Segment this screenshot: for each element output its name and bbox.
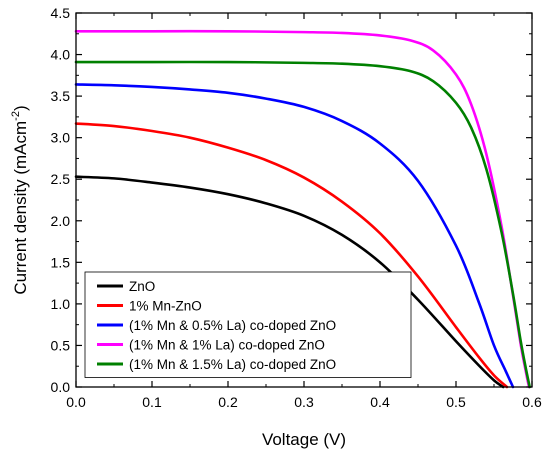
axis-tick-labels: 0.0 0.1 0.2 0.3 0.4 0.5 0.6 0.0 0.5 1.0 1.5 2.0 2.5 3… bbox=[51, 5, 542, 410]
series-layer bbox=[74, 29, 532, 389]
series-line-3 bbox=[74, 83, 515, 389]
y-tick-label: 3.0 bbox=[51, 130, 71, 146]
legend-label: (1% Mn & 1% La) co-doped ZnO bbox=[129, 338, 325, 353]
legend-items: ZnO 1% Mn-ZnO (1% Mn & 0.5% La) co-doped Z… bbox=[97, 279, 336, 372]
y-tick-label: 3.5 bbox=[51, 88, 71, 104]
legend-label: (1% Mn & 0.5% La) co-doped ZnO bbox=[129, 318, 336, 333]
axis-ticks bbox=[75, 12, 533, 388]
y-axis-title-superscript: -2 bbox=[10, 111, 22, 121]
x-tick-label: 0.4 bbox=[370, 394, 390, 410]
y-tick-label: 2.5 bbox=[51, 171, 71, 187]
legend-label: 1% Mn-ZnO bbox=[129, 299, 202, 314]
series-line-5 bbox=[74, 60, 532, 389]
x-tick-label: 0.1 bbox=[142, 394, 162, 410]
y-tick-label: 1.5 bbox=[51, 254, 71, 270]
series-line-2 bbox=[74, 122, 509, 389]
legend-box bbox=[84, 271, 412, 378]
x-axis-title: Voltage (V) bbox=[262, 430, 346, 449]
x-tick-label: 0.2 bbox=[218, 394, 238, 410]
series-line-1 bbox=[74, 175, 505, 389]
x-tick-label: 0.0 bbox=[66, 394, 86, 410]
y-tick-label: 0.0 bbox=[51, 379, 71, 395]
y-tick-label: 0.5 bbox=[51, 337, 71, 353]
y-axis-title: Current density (mAcm-2) bbox=[10, 105, 30, 294]
x-tick-label: 0.3 bbox=[294, 394, 314, 410]
y-tick-label: 4.0 bbox=[51, 47, 71, 63]
x-tick-label: 0.5 bbox=[446, 394, 466, 410]
legend-label: (1% Mn & 1.5% La) co-doped ZnO bbox=[129, 357, 336, 372]
y-tick-label: 4.5 bbox=[51, 5, 71, 21]
legend-label: ZnO bbox=[129, 279, 155, 294]
y-tick-label: 2.0 bbox=[51, 213, 71, 229]
y-tick-label: 1.0 bbox=[51, 296, 71, 312]
legend: ZnO 1% Mn-ZnO (1% Mn & 0.5% La) co-doped Z… bbox=[84, 271, 412, 378]
x-tick-label: 0.6 bbox=[522, 394, 542, 410]
y-axis-title-main: Current density (mAcm bbox=[11, 121, 30, 295]
y-axis-title-close: ) bbox=[11, 105, 30, 111]
